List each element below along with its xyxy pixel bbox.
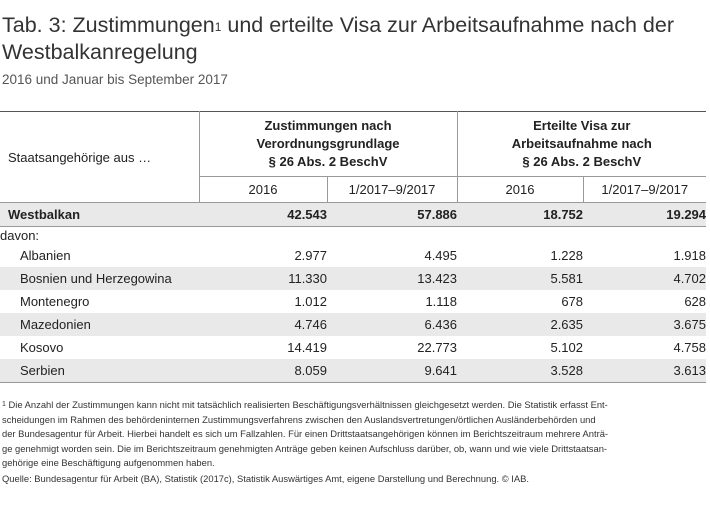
cell-value: 57.886 [327, 202, 458, 227]
footnote-line: gehörige eine Beschäftigung aufgenommen … [2, 457, 215, 469]
year-header: 1/2017–9/2017 [327, 176, 458, 203]
group1-line3: § 26 Abs. 2 BeschV [268, 154, 388, 169]
row-label: Westbalkan [0, 202, 199, 227]
footnote: 1 Die Anzahl der Zustimmungen kann nicht… [2, 398, 706, 471]
group1-line1: Zustimmungen nach [264, 118, 392, 133]
cell-value: 42.543 [199, 202, 327, 227]
cell-value: 5.581 [457, 267, 584, 290]
cell-value: 5.102 [550, 340, 584, 355]
cell-value: 628 [684, 294, 707, 309]
row-label: Albanien [20, 248, 71, 263]
cell-value: 18.752 [457, 202, 584, 227]
footnote-line: ge genehmigt worden sein. Die im Bericht… [2, 442, 608, 454]
year-row: 2016 1/2017–9/2017 2016 1/2017–9/2017 [0, 176, 706, 203]
table-title: Tab. 3: Zustimmungen1 und erteilte Visa … [2, 12, 702, 66]
group2-line1: Erteilte Visa zur [533, 118, 631, 133]
group-header-zustimmungen: Zustimmungen nach Verordnungsgrundlage §… [199, 111, 458, 177]
table-row: Albanien 2.977 4.495 1.228 1.918 [0, 244, 706, 267]
cell-value: 11.330 [199, 267, 327, 290]
cell-value: 678 [561, 294, 584, 309]
data-table: Staatsangehörige aus … Zustimmungen nach… [0, 111, 707, 383]
cell-value: 22.773 [417, 340, 458, 355]
title-footnote-marker: 1 [214, 20, 222, 34]
cell-value: 2.977 [294, 248, 327, 263]
davon-row: davon: [0, 227, 706, 245]
cell-value: 8.059 [199, 359, 327, 383]
cell-value: 19.294 [583, 202, 707, 227]
title-rest: und erteilte Visa zur Arbeitsaufnahme na… [2, 13, 674, 64]
year-header: 2016 [199, 176, 328, 203]
cell-value: 13.423 [327, 267, 458, 290]
table-subtitle: 2016 und Januar bis September 2017 [2, 72, 228, 87]
group2-line2: Arbeitsaufnahme nach [511, 136, 652, 151]
group1-line2: Verordnungsgrundlage [256, 136, 400, 151]
row-label: Serbien [0, 359, 199, 383]
table-row: Mazedonien 4.746 6.436 2.635 3.675 [0, 313, 707, 336]
table-row: Bosnien und Herzegowina 11.330 13.423 5.… [0, 267, 707, 290]
year-header: 1/2017–9/2017 [601, 182, 689, 197]
footnote-text: Die Anzahl der Zustimmungen kann nicht m… [5, 399, 608, 410]
header-row: Staatsangehörige aus … Zustimmungen nach… [0, 111, 707, 203]
cell-value: 1.012 [294, 294, 327, 309]
cell-value: 4.495 [424, 248, 458, 263]
table-row: Serbien 8.059 9.641 3.528 3.613 [0, 359, 707, 383]
group2-line3: § 26 Abs. 2 BeschV [522, 154, 642, 169]
davon-label: davon: [0, 228, 40, 243]
footnote-marker: 1 [2, 401, 6, 408]
row-label: Bosnien und Herzegowina [0, 267, 199, 290]
footnote-line: scheidungen im Rahmen des behördenintern… [2, 413, 596, 425]
cell-value: 1.228 [550, 248, 584, 263]
cell-value: 3.675 [583, 313, 707, 336]
cell-value: 14.419 [287, 340, 327, 355]
year-header: 2016 [457, 176, 584, 203]
row-header: Staatsangehörige aus … [0, 111, 200, 203]
row-label: Mazedonien [0, 313, 199, 336]
source-note: Quelle: Bundesagentur für Arbeit (BA), S… [2, 473, 529, 484]
title-main: Tab. 3: Zustimmungen [2, 13, 215, 37]
cell-value: 6.436 [327, 313, 458, 336]
cell-value: 4.746 [199, 313, 327, 336]
footnote-line: der Bundesagentur für Arbeit. Hierbei ha… [2, 428, 609, 440]
row-label: Kosovo [20, 340, 64, 355]
row-label: Montenegro [20, 294, 90, 309]
cell-value: 3.613 [583, 359, 707, 383]
cell-value: 9.641 [327, 359, 458, 383]
total-row: Westbalkan 42.543 57.886 18.752 19.294 [0, 202, 707, 227]
cell-value: 1.918 [673, 248, 707, 263]
footnote-line: 1 Die Anzahl der Zustimmungen kann nicht… [2, 398, 706, 413]
cell-value: 3.528 [457, 359, 584, 383]
cell-value: 2.635 [457, 313, 584, 336]
cell-value: 4.758 [673, 340, 707, 355]
cell-value: 4.702 [583, 267, 707, 290]
group-header-visa: Erteilte Visa zur Arbeitsaufnahme nach §… [457, 111, 707, 177]
cell-value: 1.118 [425, 294, 458, 309]
table-row: Kosovo 14.419 22.773 5.102 4.758 [0, 336, 706, 359]
table-row: Montenegro 1.012 1.118 678 628 [0, 290, 706, 313]
